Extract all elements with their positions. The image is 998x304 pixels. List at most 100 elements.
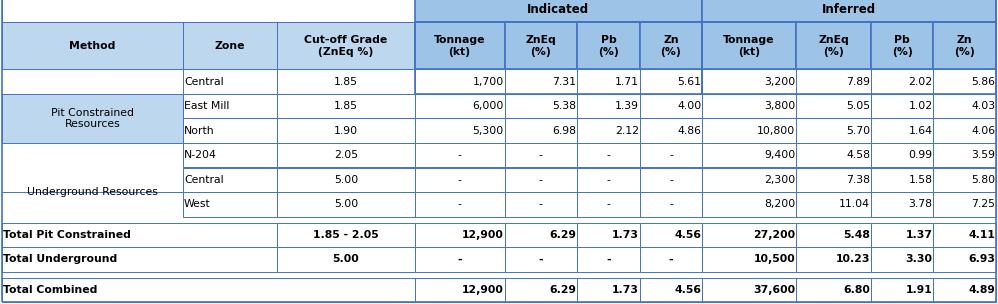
- Text: 1.02: 1.02: [908, 101, 933, 111]
- Text: 2.05: 2.05: [333, 150, 358, 160]
- Text: 1.73: 1.73: [612, 285, 639, 295]
- Bar: [277, 143, 414, 168]
- Bar: [577, 192, 640, 216]
- Text: 9,400: 9,400: [763, 150, 795, 160]
- Text: North: North: [184, 126, 215, 136]
- Text: 1.64: 1.64: [909, 126, 933, 136]
- Bar: [703, 192, 796, 216]
- Bar: [577, 223, 640, 247]
- Text: 3.30: 3.30: [905, 254, 933, 264]
- Text: -: -: [458, 175, 461, 185]
- Bar: [577, 22, 640, 70]
- Bar: [2, 94, 184, 143]
- Bar: [505, 247, 577, 271]
- Text: 1.91: 1.91: [906, 285, 933, 295]
- Text: 5.86: 5.86: [971, 77, 995, 87]
- Text: Central: Central: [184, 77, 224, 87]
- Bar: [505, 143, 577, 168]
- Bar: [703, 94, 796, 119]
- Text: Central: Central: [184, 175, 224, 185]
- Bar: [505, 278, 577, 302]
- Bar: [505, 168, 577, 192]
- Text: 5.00: 5.00: [333, 199, 358, 209]
- Bar: [414, 0, 703, 22]
- Text: 6,000: 6,000: [472, 101, 504, 111]
- Text: 2,300: 2,300: [763, 175, 795, 185]
- Text: -: -: [607, 150, 611, 160]
- Bar: [277, 192, 414, 216]
- Bar: [640, 22, 703, 70]
- Bar: [703, 278, 796, 302]
- Bar: [414, 168, 505, 192]
- Text: 12,900: 12,900: [462, 230, 504, 240]
- Text: 10,500: 10,500: [753, 254, 795, 264]
- Text: -: -: [669, 199, 673, 209]
- Text: 27,200: 27,200: [753, 230, 795, 240]
- Text: Pb
(%): Pb (%): [892, 35, 912, 57]
- Bar: [277, 94, 414, 119]
- Bar: [2, 278, 414, 302]
- Bar: [871, 168, 933, 192]
- Bar: [933, 223, 996, 247]
- Text: 4.00: 4.00: [677, 101, 702, 111]
- Text: 3,200: 3,200: [763, 77, 795, 87]
- Bar: [871, 70, 933, 94]
- Text: Underground Resources: Underground Resources: [27, 187, 158, 197]
- Bar: [703, 70, 796, 94]
- Text: 7.31: 7.31: [552, 77, 576, 87]
- Text: 5.48: 5.48: [843, 230, 870, 240]
- Bar: [871, 192, 933, 216]
- Bar: [414, 223, 505, 247]
- Text: 5.00: 5.00: [333, 175, 358, 185]
- Bar: [703, 247, 796, 271]
- Text: 12,900: 12,900: [462, 285, 504, 295]
- Bar: [640, 119, 703, 143]
- Bar: [933, 143, 996, 168]
- Bar: [277, 22, 414, 70]
- Bar: [505, 119, 577, 143]
- Bar: [414, 192, 505, 216]
- Bar: [414, 247, 505, 271]
- Bar: [871, 223, 933, 247]
- Bar: [577, 143, 640, 168]
- Text: 8,200: 8,200: [763, 199, 795, 209]
- Text: -: -: [539, 150, 543, 160]
- Text: -: -: [669, 254, 674, 264]
- Bar: [796, 143, 871, 168]
- Text: Indicated: Indicated: [527, 3, 590, 16]
- Bar: [505, 70, 577, 94]
- Text: 4.56: 4.56: [675, 285, 702, 295]
- Text: 6.29: 6.29: [549, 285, 576, 295]
- Text: Zn
(%): Zn (%): [954, 35, 975, 57]
- Text: 2.12: 2.12: [615, 126, 639, 136]
- Bar: [577, 168, 640, 192]
- Bar: [277, 168, 414, 192]
- Text: 1.37: 1.37: [905, 230, 933, 240]
- Text: 4.86: 4.86: [678, 126, 702, 136]
- Bar: [703, 143, 796, 168]
- Bar: [933, 119, 996, 143]
- Text: Zone: Zone: [215, 41, 246, 51]
- Bar: [933, 278, 996, 302]
- Text: 10,800: 10,800: [756, 126, 795, 136]
- Bar: [505, 223, 577, 247]
- Text: 1.39: 1.39: [615, 101, 639, 111]
- Text: 7.89: 7.89: [846, 77, 870, 87]
- Bar: [505, 94, 577, 119]
- Bar: [505, 192, 577, 216]
- Bar: [414, 70, 505, 94]
- Text: 3.78: 3.78: [909, 199, 933, 209]
- Bar: [703, 119, 796, 143]
- Text: 10.23: 10.23: [835, 254, 870, 264]
- Text: 7.25: 7.25: [971, 199, 995, 209]
- Bar: [796, 70, 871, 94]
- Text: 5.70: 5.70: [846, 126, 870, 136]
- Bar: [640, 143, 703, 168]
- Text: East Mill: East Mill: [184, 101, 230, 111]
- Text: N-204: N-204: [184, 150, 217, 160]
- Bar: [2, 247, 277, 271]
- Bar: [796, 168, 871, 192]
- Text: ZnEq
(%): ZnEq (%): [526, 35, 556, 57]
- Text: 5.05: 5.05: [846, 101, 870, 111]
- Bar: [414, 94, 505, 119]
